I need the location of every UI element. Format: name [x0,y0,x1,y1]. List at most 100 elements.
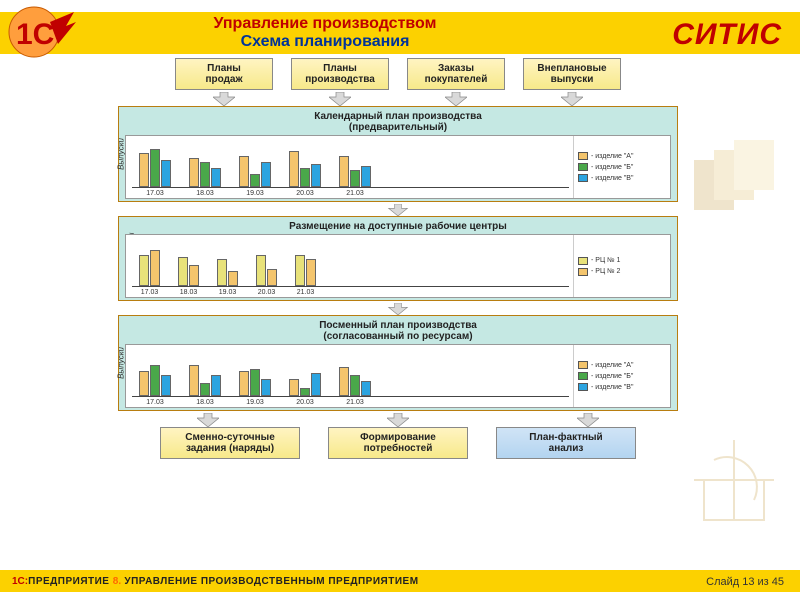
bar-category-label: 19.03 [246,399,264,406]
chart-body: 17.0318.0319.0320.0321.03- изделие "А"- … [125,135,671,199]
legend-swatch [578,372,588,380]
chart-title: Посменный план производства(согласованны… [125,320,671,342]
bar [211,168,221,187]
logo-1c: 1C [6,4,84,68]
bar-category-label: 21.03 [346,399,364,406]
bar [361,166,371,187]
bar-group: 18.03 [178,257,199,286]
footer-1c: 1С: [12,576,28,587]
bar [150,149,160,187]
arrow-row-bottom [90,413,706,427]
bar [150,365,160,397]
x-axis [132,286,569,287]
arrow-down-icon [291,92,389,106]
footer-left: 1С:ПРЕДПРИЯТИЕ 8. УПРАВЛЕНИЕ ПРОИЗВОДСТВ… [12,576,419,587]
bar [289,379,299,396]
bar [261,379,271,396]
bar-group: 21.03 [339,367,371,396]
arrow-down-icon [518,413,658,427]
header-titles: Управление производством Схема планирова… [110,15,540,50]
footer-enterprise: ПРЕДПРИЯТИЕ [28,576,113,587]
chart-panel-0: Календарный план производства(предварите… [118,106,678,202]
bar-group: 20.03 [289,373,321,396]
input-box-2: Заказыпокупателей [407,58,505,90]
bar-category-label: 19.03 [219,289,237,296]
bar [211,375,221,396]
bar-group: 20.03 [256,255,277,287]
bar [350,375,360,396]
arrow-down-icon [407,92,505,106]
bar [361,381,371,396]
legend-label: - РЦ № 2 [591,268,620,275]
bar-group: 17.03 [139,365,171,397]
legend: - изделие "А" - изделие "Б" - изделие "В" [574,136,670,198]
legend-item: - изделие "Б" [578,372,666,380]
bar [200,162,210,187]
bar-group: 17.03 [139,250,160,286]
bar-category-label: 17.03 [141,289,159,296]
bar-category-label: 20.03 [258,289,276,296]
legend-label: - изделие "А" [591,362,633,369]
input-box-row: ПланыпродажПланыпроизводстваЗаказыпокупа… [90,58,706,90]
bar-category-label: 18.03 [196,190,214,197]
legend-label: - изделие "В" [591,175,633,182]
input-box-0: Планыпродаж [175,58,273,90]
bar [139,371,149,396]
bar [161,375,171,396]
title-line1: Управление производством [110,15,540,33]
legend-label: - изделие "Б" [591,164,633,171]
x-axis [132,187,569,188]
bar-category-label: 20.03 [296,399,314,406]
legend-label: - изделие "В" [591,384,633,391]
chart-panel-1: Размещение на доступные рабочие центрыДо… [118,216,678,301]
bar [139,153,149,187]
svg-text:1C: 1C [16,18,54,51]
bar-category-label: 20.03 [296,190,314,197]
bar [189,158,199,187]
bar-category-label: 19.03 [246,190,264,197]
bar [239,156,249,188]
chart-panel-2: Посменный план производства(согласованны… [118,315,678,411]
bar [339,156,349,188]
output-box-2: План-фактныйанализ [496,427,636,459]
legend: - изделие "А" - изделие "Б" - изделие "В" [574,345,670,407]
arrow-down-icon [175,92,273,106]
bar [267,269,277,286]
diagram-content: ПланыпродажПланыпроизводстваЗаказыпокупа… [90,58,706,461]
bar-group: 21.03 [339,156,371,188]
bar [300,388,310,396]
brand-sitits: СИТИС [672,18,782,52]
bar-category-label: 17.03 [146,399,164,406]
bar-category-label: 21.03 [346,190,364,197]
bar [217,259,227,286]
legend-swatch [578,152,588,160]
bar-group: 19.03 [239,156,271,188]
chart-body: 17.0318.0319.0320.0321.03- изделие "А"- … [125,344,671,408]
legend-swatch [578,268,588,276]
legend-label: - изделие "А" [591,153,633,160]
x-axis [132,396,569,397]
bar [311,164,321,187]
bar [311,373,321,396]
legend-label: - изделие "Б" [591,373,633,380]
legend: - РЦ № 1 - РЦ № 2 [574,235,670,297]
arrow-down-icon [138,413,278,427]
bar [150,250,160,286]
slide-counter: Слайд 13 из 45 [706,576,784,588]
bar-group: 20.03 [289,151,321,187]
arrow-down-icon [328,413,468,427]
chart-title: Календарный план производства(предварите… [125,111,671,133]
legend-swatch [578,257,588,265]
legend-item: - РЦ № 1 [578,257,666,265]
legend-swatch [578,383,588,391]
bar-group: 21.03 [295,255,316,287]
legend-swatch [578,361,588,369]
bar-group: 18.03 [189,365,221,397]
bar-category-label: 18.03 [180,289,198,296]
bar [139,255,149,287]
legend-label: - РЦ № 1 [591,257,620,264]
output-box-1: Формированиепотребностей [328,427,468,459]
legend-swatch [578,163,588,171]
footer-suffix: УПРАВЛЕНИЕ ПРОИЗВОДСТВЕННЫМ ПРЕДПРИЯТИЕМ [121,576,418,587]
bar [200,383,210,396]
